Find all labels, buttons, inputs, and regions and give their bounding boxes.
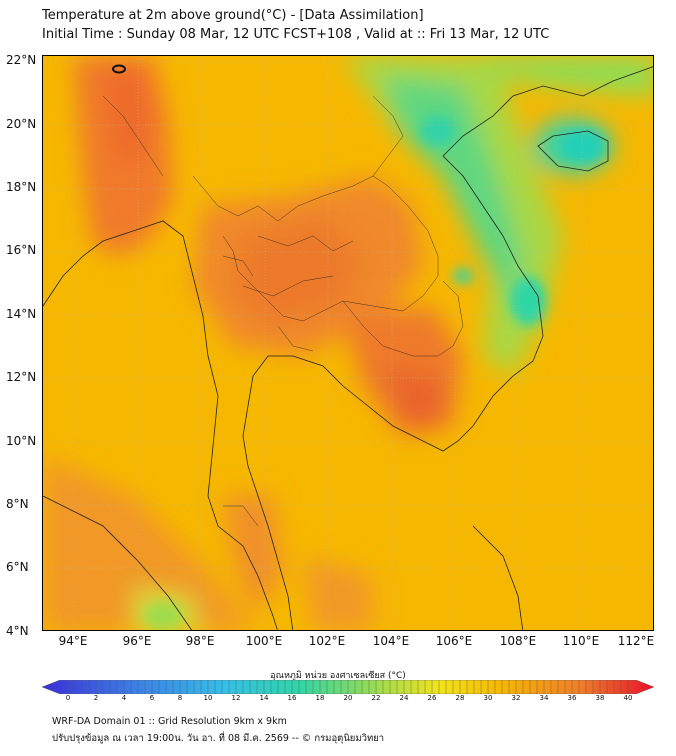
colorbar-tick-label: 40 — [623, 694, 633, 702]
borders — [102, 95, 464, 527]
lat-label-12n: 12°N — [6, 370, 37, 384]
lat-label-22n: 22°N — [6, 53, 37, 67]
colorbar-tick-label: 32 — [511, 694, 521, 702]
colorbar-tick-label: 16 — [287, 694, 297, 702]
colorbar-tick-label: 28 — [455, 694, 465, 702]
lon-label-104e: 104°E — [372, 634, 410, 648]
lon-label-98e: 98°E — [185, 634, 215, 648]
colorbar-tick-label: 14 — [259, 694, 269, 702]
lat-label-20n: 20°N — [6, 117, 37, 131]
cool-spots — [143, 116, 605, 630]
lon-label-96e: 96°E — [122, 634, 152, 648]
colorbar-tick-label: 2 — [93, 694, 99, 702]
map-subtitle: Initial Time : Sunday 08 Mar, 12 UTC FCS… — [42, 27, 550, 42]
colorbar-tick-label: 36 — [567, 694, 577, 702]
lat-label-16n: 16°N — [6, 243, 37, 257]
lon-label-102e: 102°E — [308, 634, 346, 648]
lon-label-94e: 94°E — [58, 634, 88, 648]
colorbar-tick-label: 30 — [483, 694, 493, 702]
footer-model-info: WRF-DA Domain 01 :: Grid Resolution 9km … — [52, 716, 287, 727]
graticule — [43, 56, 653, 630]
colorbar-tick-label: 18 — [315, 694, 325, 702]
contour-marker — [112, 64, 126, 74]
lat-label-14n: 14°N — [6, 307, 37, 321]
colorbar-tick-label: 6 — [149, 694, 155, 702]
coastlines — [43, 66, 653, 630]
lat-label-6n: 6°N — [6, 560, 29, 574]
colorbar-tick-label: 34 — [539, 694, 549, 702]
colorbar-tick-label: 4 — [121, 694, 127, 702]
lat-label-18n: 18°N — [6, 180, 37, 194]
map-title: Temperature at 2m above ground(°C) - [Da… — [42, 8, 424, 23]
lon-label-100e: 100°E — [245, 634, 283, 648]
colorbar-tick-label: 26 — [427, 694, 437, 702]
colorbar-tick-label: 20 — [343, 694, 353, 702]
colorbar-tick-label: 22 — [371, 694, 381, 702]
colorbar-tick-label: 38 — [595, 694, 605, 702]
colorbar-tick-label: 10 — [203, 694, 213, 702]
lat-label-4n: 4°N — [6, 624, 29, 638]
colorbar-tick-label: 8 — [177, 694, 183, 702]
temperature-map — [42, 55, 654, 631]
lon-label-112e: 112°E — [617, 634, 655, 648]
lon-label-110e: 110°E — [562, 634, 600, 648]
colorbar-tick-label: 24 — [399, 694, 409, 702]
lat-label-10n: 10°N — [6, 434, 37, 448]
lat-label-8n: 8°N — [6, 497, 29, 511]
lon-label-108e: 108°E — [499, 634, 537, 648]
lon-label-106e: 106°E — [435, 634, 473, 648]
colorbar — [42, 680, 654, 694]
colorbar-tick-label: 0 — [65, 694, 71, 702]
footer-update-info: ปรับปรุงข้อมูล ณ เวลา 19:00น. วัน อา. ที… — [52, 733, 385, 744]
colorbar-tick-label: 12 — [231, 694, 241, 702]
colorbar-title: อุณหภูมิ หน่วย องศาเซลเซียส (°C) — [270, 671, 406, 681]
